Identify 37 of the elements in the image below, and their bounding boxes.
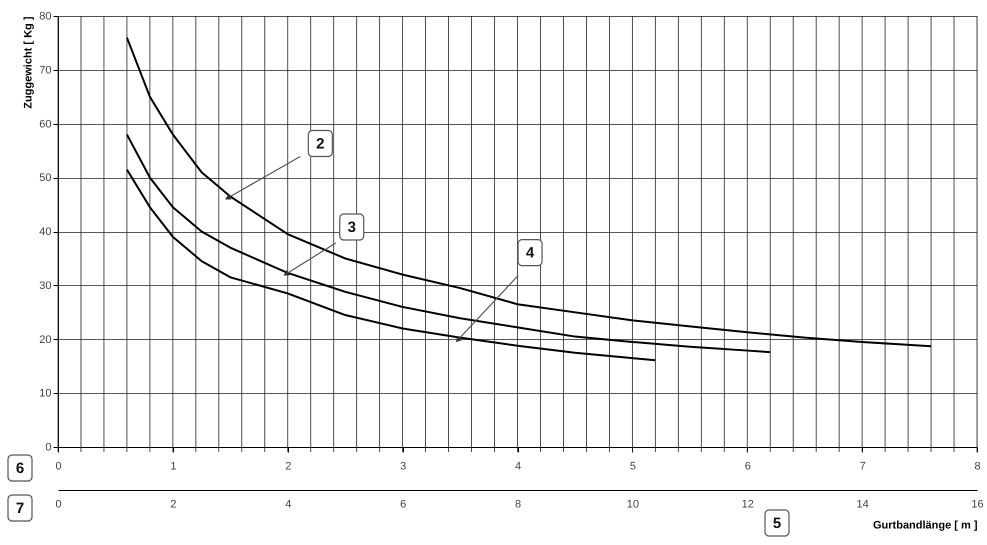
y-tick-label: 50: [39, 172, 52, 184]
x-tick-label: 1: [170, 460, 176, 472]
y-tick-label: 80: [39, 10, 52, 22]
y-tick-label: 40: [39, 226, 52, 238]
x-tick-label: 6: [744, 460, 751, 472]
y-axis-title: Zuggewicht [ Kg ]: [22, 16, 34, 109]
x-tick-label: 7: [860, 460, 866, 472]
text: 7: [16, 500, 24, 517]
y-tick-label: 70: [39, 64, 52, 76]
x-tick-label: 5: [630, 460, 636, 472]
x-tick-label: 0: [55, 460, 62, 472]
text: 4: [526, 244, 535, 262]
x-tick-label: 8: [974, 460, 981, 472]
line-series: [126, 168, 656, 362]
x-tick-label: 3: [400, 460, 406, 472]
x2-tick-label: 10: [626, 498, 639, 510]
x-tick-label: 2: [285, 460, 292, 472]
text: 3: [348, 218, 356, 236]
x-tick-label: 4: [514, 460, 522, 472]
x2-tick-label: 2: [170, 498, 176, 510]
y-tick-label: 10: [39, 388, 52, 400]
y-tick-label: 0: [45, 442, 52, 454]
line-series: [126, 134, 772, 354]
x2-tick-label: 8: [514, 498, 522, 510]
text: 5: [772, 515, 782, 532]
line-series: [126, 36, 932, 348]
x2-tick-label: 6: [400, 498, 406, 510]
y-tick-label: 30: [39, 280, 52, 292]
x2-tick-label: 12: [742, 498, 754, 510]
x2-tick-label: 16: [971, 498, 984, 510]
x2-tick-label: 0: [55, 498, 62, 510]
x2-tick-label: 14: [856, 498, 869, 510]
y-tick-label: 60: [39, 118, 52, 130]
y-tick-label: 20: [39, 334, 52, 346]
x2-tick-label: 4: [285, 498, 292, 510]
x-axis-title: Gurtbandlänge [ m ]: [873, 520, 978, 532]
text: 2: [316, 135, 324, 152]
